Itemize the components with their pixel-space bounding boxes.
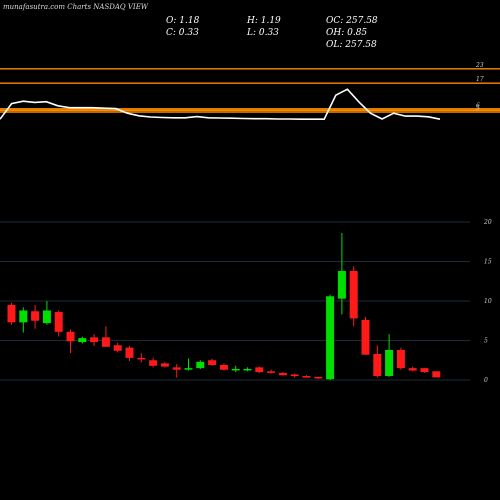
low-value: L: 0.33: [247, 28, 279, 38]
candle-body-4: [54, 312, 63, 332]
candle-body-13: [160, 363, 169, 367]
candle-body-33: [396, 349, 405, 369]
top-y-tick-2: 6: [476, 103, 480, 110]
candle-body-20: [243, 368, 252, 371]
candle-body-2: [31, 311, 40, 321]
candle-body-22: [267, 371, 276, 373]
bottom-y-tick-0: 20: [483, 219, 492, 226]
bottom-y-tick-3: 5: [484, 338, 488, 345]
candle-body-31: [373, 353, 382, 377]
candle-body-15: [184, 368, 193, 370]
high-value: H: 1.19: [247, 16, 281, 26]
bottom-y-tick-2: 10: [484, 298, 492, 305]
candle-body-14: [172, 367, 181, 370]
oh-value: OH: 0.85: [326, 28, 368, 38]
candle-body-5: [66, 331, 75, 342]
candle-body-11: [137, 357, 146, 360]
candle-body-28: [337, 270, 346, 299]
ol-value: OL: 257.58: [326, 40, 377, 50]
watermark: munafasutra.com Charts NASDAQ VIEW: [3, 3, 148, 11]
bottom-y-tick-4: 0: [484, 377, 488, 384]
close-value: C: 0.33: [166, 28, 199, 38]
candle-body-0: [7, 304, 16, 323]
candle-body-3: [42, 310, 51, 324]
candle-body-23: [278, 372, 287, 376]
candle-body-25: [302, 376, 311, 378]
top-y-tick-1: 17: [476, 76, 484, 83]
candle-body-1: [19, 310, 28, 323]
candle-body-29: [349, 270, 358, 319]
candle-body-6: [78, 338, 87, 343]
candle-body-26: [314, 376, 323, 379]
candle-body-9: [113, 345, 122, 351]
top-y-tick-3: 5: [476, 105, 480, 112]
candle-body-32: [385, 349, 394, 377]
candle-body-36: [432, 371, 441, 378]
candle-body-27: [326, 296, 335, 380]
candle-body-35: [420, 368, 429, 373]
oc-value: OC: 257.58: [326, 16, 378, 26]
candle-body-10: [125, 347, 134, 358]
candle-body-18: [219, 364, 228, 370]
candle-body-7: [90, 337, 99, 343]
candle-body-16: [196, 361, 205, 369]
candle-body-12: [149, 360, 158, 366]
candle-body-19: [231, 368, 240, 371]
candle-body-8: [101, 337, 110, 347]
price-line: [0, 88, 441, 120]
candle-body-34: [408, 368, 417, 371]
bottom-y-tick-1: 15: [484, 259, 492, 266]
candle-body-17: [208, 360, 217, 365]
open-value: O: 1.18: [166, 16, 200, 26]
candle-body-21: [255, 367, 264, 373]
top-y-tick-0: 23: [475, 62, 484, 69]
candle-body-30: [361, 319, 370, 355]
candle-body-24: [290, 374, 299, 377]
